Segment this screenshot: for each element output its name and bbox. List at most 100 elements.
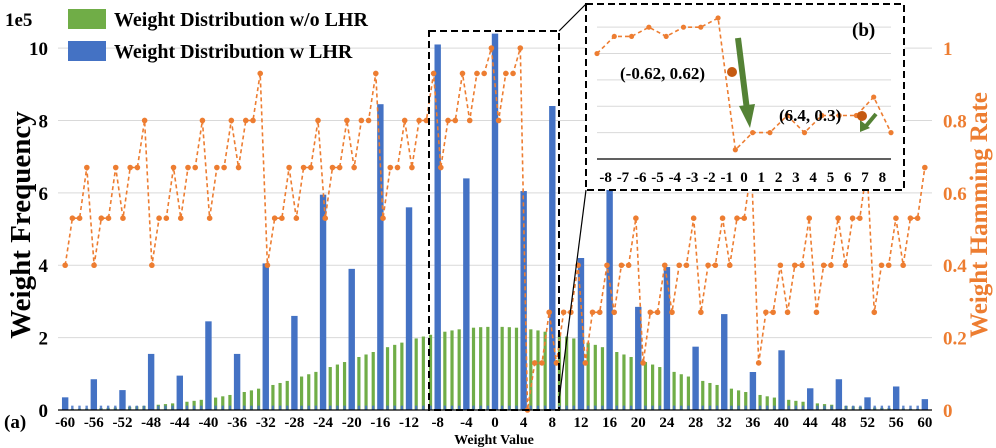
hamming-point bbox=[676, 262, 683, 269]
hamming-point bbox=[503, 70, 509, 77]
bar-wo-lhr bbox=[514, 327, 519, 410]
x-axis-title: Weight Value bbox=[454, 433, 534, 448]
hamming-point bbox=[344, 117, 350, 124]
arrow-head-right bbox=[860, 120, 870, 132]
bar-w-lhr bbox=[549, 106, 556, 410]
annotation-label-left: (-0.62, 0.62) bbox=[620, 64, 705, 83]
bar-wo-lhr bbox=[643, 362, 648, 410]
arrow-shaft-right bbox=[864, 112, 878, 128]
x-tick-label: -60 bbox=[55, 415, 75, 431]
inset-x-tick-label: 4 bbox=[809, 170, 817, 186]
bar-w-lhr-minor bbox=[687, 405, 690, 410]
hamming-point bbox=[127, 164, 133, 171]
bar-wo-lhr bbox=[299, 376, 304, 410]
hamming-point bbox=[828, 262, 834, 269]
hamming-point bbox=[98, 215, 105, 221]
bar-wo-lhr bbox=[357, 356, 361, 410]
bar-w-lhr-minor bbox=[880, 405, 884, 410]
hamming-point bbox=[76, 215, 83, 221]
hamming-point bbox=[387, 164, 394, 171]
bar-w-lhr-minor bbox=[909, 405, 912, 410]
bar-w-lhr bbox=[463, 178, 470, 410]
legend-label-wo-lhr: Weight Distribution w/o LHR bbox=[114, 9, 368, 31]
hamming-point bbox=[849, 215, 856, 221]
multiplier-label: 1e5 bbox=[5, 10, 32, 31]
hamming-point bbox=[380, 215, 386, 221]
bar-w-lhr-minor bbox=[801, 405, 805, 410]
bar-w-lhr-minor bbox=[851, 405, 855, 410]
bar-w-lhr-minor bbox=[701, 405, 704, 410]
bar-w-lhr-minor bbox=[343, 405, 346, 410]
hamming-point bbox=[206, 215, 213, 221]
right-tick-label: 1 bbox=[943, 39, 953, 60]
inset-x-tick-label: 6 bbox=[844, 170, 852, 186]
hamming-point bbox=[481, 70, 487, 77]
bar-w-lhr bbox=[205, 321, 212, 410]
hamming-point bbox=[539, 360, 545, 366]
hamming-point bbox=[842, 262, 849, 269]
bar-w-lhr-minor bbox=[372, 405, 375, 410]
inset-x-tick-label: -7 bbox=[617, 170, 630, 186]
hamming-point bbox=[84, 164, 90, 171]
bar-wo-lhr bbox=[479, 327, 483, 410]
bar-w-lhr-minor bbox=[515, 405, 518, 410]
bar-w-lhr-minor bbox=[601, 405, 604, 410]
inset-x-tick-label: -4 bbox=[669, 170, 682, 186]
hamming-point bbox=[199, 117, 206, 124]
bar-wo-lhr bbox=[787, 399, 791, 410]
right-tick-label: 0 bbox=[943, 401, 953, 422]
inset-x-tick-label: -3 bbox=[686, 170, 699, 186]
hamming-point bbox=[257, 70, 264, 77]
hamming-point bbox=[438, 164, 444, 171]
hamming-point bbox=[922, 164, 928, 171]
bar-w-lhr bbox=[663, 267, 671, 410]
bar-w-lhr-minor bbox=[164, 405, 167, 410]
bar-wo-lhr bbox=[701, 380, 705, 410]
bar-wo-lhr bbox=[457, 329, 461, 410]
hamming-point bbox=[878, 262, 885, 269]
bar-wo-lhr bbox=[622, 354, 626, 410]
inset-x-tick-label: 3 bbox=[792, 170, 800, 186]
inset-x-tick-label: 1 bbox=[758, 170, 766, 186]
inset-point bbox=[888, 130, 894, 136]
hamming-point bbox=[315, 117, 321, 124]
bar-wo-lhr bbox=[271, 384, 275, 410]
inset-point bbox=[750, 130, 756, 136]
inset-x-tick-label: -8 bbox=[599, 170, 612, 186]
bar-w-lhr-minor bbox=[916, 405, 919, 410]
arrow-shaft-left bbox=[735, 37, 750, 111]
bar-wo-lhr bbox=[486, 326, 490, 410]
axes: -60 -56 -52 -48 -44 -40 -36 -32 -28 -24 -20 -16 -12-… bbox=[55, 409, 932, 431]
bar-w-lhr-minor bbox=[393, 405, 396, 410]
annotation-label-right: (6.4, 0.3) bbox=[779, 106, 841, 125]
bar-w-lhr-minor bbox=[400, 405, 404, 410]
hamming-point bbox=[300, 164, 307, 171]
inset-line-path bbox=[596, 16, 892, 152]
bar-w-lhr-minor bbox=[250, 405, 253, 410]
right-tick-label: 0.4 bbox=[943, 256, 967, 277]
hamming-point bbox=[322, 215, 329, 221]
hamming-point bbox=[799, 262, 805, 269]
bar-wo-lhr bbox=[228, 394, 232, 410]
bar-w-lhr-minor bbox=[730, 405, 733, 410]
hamming-point bbox=[806, 215, 813, 221]
bar-w-lhr-minor bbox=[314, 405, 318, 410]
bar-wo-lhr bbox=[307, 374, 311, 410]
bar-w-lhr-minor bbox=[114, 405, 117, 410]
bar-w-lhr bbox=[606, 174, 613, 410]
bar-w-lhr-minor bbox=[529, 405, 533, 410]
x-tick-label: 60 bbox=[917, 415, 932, 431]
bar-wo-lhr bbox=[536, 330, 540, 410]
bar-w-lhr-minor bbox=[572, 405, 576, 410]
bar-w-lhr bbox=[348, 268, 355, 410]
hamming-point bbox=[401, 117, 408, 124]
bar-wo-lhr bbox=[364, 354, 368, 410]
x-tick-label: -28 bbox=[284, 415, 304, 431]
zoom-connector-top bbox=[558, 3, 587, 32]
bar-wo-lhr bbox=[744, 391, 748, 410]
hamming-point bbox=[640, 360, 646, 366]
legend-label-w-lhr: Weight Distribution w LHR bbox=[114, 41, 353, 63]
bar-wo-lhr bbox=[371, 351, 375, 410]
hamming-point bbox=[134, 164, 141, 171]
bar-w-lhr bbox=[491, 33, 499, 410]
